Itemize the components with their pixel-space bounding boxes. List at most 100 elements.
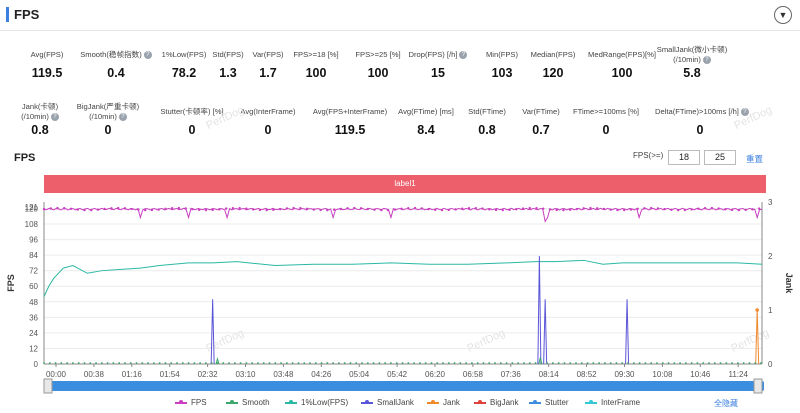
legend-item-smooth[interactable]: Smooth bbox=[226, 398, 270, 407]
metric-metrics_row1-10: MedRange(FPS)[%] 100 bbox=[577, 50, 667, 80]
legend-item-smalljank[interactable]: SmallJank bbox=[361, 398, 414, 407]
baseline-point bbox=[719, 362, 722, 364]
threshold-label: FPS(>=) bbox=[633, 151, 664, 160]
metric-value: 0 bbox=[188, 123, 196, 137]
legend-item-stutter[interactable]: Stutter bbox=[529, 398, 569, 407]
metric-label: Drop(FPS) [/h]? bbox=[393, 50, 483, 60]
fps-point bbox=[548, 208, 552, 211]
x-tick-label: 09:30 bbox=[614, 370, 635, 379]
fps-point bbox=[697, 207, 700, 210]
metric-label-text: Smooth(稳帧指数) bbox=[80, 50, 142, 59]
baseline-point bbox=[77, 362, 80, 364]
metric-metrics_row2-2: Stutter(卡顿率) [%] 0 bbox=[147, 107, 237, 137]
metric-metrics_row1-5: FPS>=18 [%] 100 bbox=[271, 50, 361, 80]
baseline-point bbox=[390, 362, 392, 364]
fps-point bbox=[292, 206, 295, 210]
fps-point bbox=[670, 208, 673, 211]
fps-point bbox=[312, 208, 316, 211]
metric-metrics_row2-8: FTime>=100ms [%] 0 bbox=[561, 107, 651, 137]
baseline-point bbox=[430, 362, 433, 364]
metric-label: Jank(卡顿) (/10min)? bbox=[0, 102, 85, 122]
fps-point bbox=[332, 208, 336, 211]
fps-point bbox=[751, 208, 754, 211]
baseline-point bbox=[135, 362, 138, 364]
x-tick-label: 07:36 bbox=[501, 370, 522, 379]
legend-label: FPS bbox=[191, 398, 207, 407]
baseline-point bbox=[690, 362, 693, 364]
metric-value: 5.8 bbox=[683, 66, 701, 80]
metric-metrics_row2-1: BigJank(严重卡顿) (/10min)? 0 bbox=[63, 102, 153, 137]
help-icon[interactable]: ? bbox=[143, 51, 152, 59]
baseline-point bbox=[471, 362, 473, 364]
label-bar[interactable]: label1 bbox=[44, 175, 766, 193]
baseline-point bbox=[251, 362, 254, 364]
x-tick-label: 08:52 bbox=[577, 370, 598, 379]
fps-point bbox=[63, 207, 66, 210]
baseline-point bbox=[551, 362, 554, 364]
baseline-point bbox=[303, 362, 306, 364]
y2-tick-label: 0 bbox=[768, 360, 773, 369]
baseline-point bbox=[540, 362, 543, 364]
metric-value: 100 bbox=[611, 66, 633, 80]
fps-point bbox=[562, 208, 565, 212]
baseline-point bbox=[511, 362, 514, 364]
baseline-point bbox=[494, 362, 496, 364]
legend-item-interframe[interactable]: InterFrame bbox=[585, 398, 640, 407]
help-icon[interactable]: ? bbox=[702, 56, 711, 64]
help-icon[interactable]: ? bbox=[118, 113, 127, 121]
metric-label-unit: (/10min) bbox=[89, 112, 117, 121]
baseline-point bbox=[106, 362, 109, 364]
fps-point bbox=[676, 208, 680, 212]
fps-point bbox=[757, 207, 761, 210]
fps-point bbox=[123, 207, 127, 210]
baseline-point bbox=[534, 362, 537, 364]
metric-value: 119.5 bbox=[31, 66, 63, 80]
x-tick-label: 03:48 bbox=[273, 370, 294, 379]
threshold-input-1[interactable]: 18 bbox=[668, 150, 700, 165]
baseline-point bbox=[384, 362, 387, 364]
metric-value: 0 bbox=[104, 123, 112, 137]
baseline-point bbox=[262, 362, 265, 364]
hide-all-link[interactable]: 全隐藏 bbox=[714, 399, 738, 408]
fps-point bbox=[515, 208, 518, 211]
y-tick-label: 60 bbox=[29, 282, 38, 291]
y-tick-label: 84 bbox=[29, 251, 38, 260]
baseline-point bbox=[395, 362, 398, 364]
x-tick-label: 02:32 bbox=[198, 370, 219, 379]
help-icon[interactable]: ? bbox=[740, 108, 749, 116]
fps-point bbox=[622, 208, 626, 212]
fps-point bbox=[501, 208, 504, 212]
baseline-point bbox=[199, 362, 202, 364]
fps-point bbox=[305, 207, 309, 211]
fps-point bbox=[258, 208, 262, 212]
help-icon[interactable]: ? bbox=[50, 113, 59, 121]
baseline-point bbox=[742, 362, 745, 364]
baseline-point bbox=[679, 362, 681, 364]
header-accent-bar bbox=[6, 7, 9, 22]
legend-swatch-icon bbox=[361, 399, 373, 404]
reset-button[interactable]: 重置 bbox=[746, 154, 764, 164]
fps-point bbox=[535, 207, 538, 210]
baseline-point bbox=[696, 362, 699, 364]
metric-value: 0 bbox=[264, 123, 272, 137]
baseline-point bbox=[708, 362, 710, 364]
chevron-down-icon[interactable]: ▼ bbox=[774, 6, 792, 24]
fps-point bbox=[717, 207, 720, 210]
fps-point bbox=[157, 208, 160, 211]
fps-point bbox=[542, 207, 545, 210]
x-tick-label: 10:08 bbox=[652, 370, 673, 379]
legend-item-1-low-fps-[interactable]: 1%Low(FPS) bbox=[285, 398, 348, 407]
legend-item-jank[interactable]: Jank bbox=[427, 398, 460, 407]
metric-label-text: Std(FTime) bbox=[468, 107, 506, 116]
baseline-point bbox=[54, 362, 57, 364]
legend-item-bigjank[interactable]: BigJank bbox=[474, 398, 518, 407]
baseline-point bbox=[401, 362, 404, 364]
baseline-point bbox=[580, 362, 583, 364]
fps-point bbox=[69, 207, 73, 211]
fps-point bbox=[83, 208, 86, 212]
help-icon[interactable]: ? bbox=[459, 51, 468, 59]
legend-item-fps[interactable]: FPS bbox=[175, 398, 207, 407]
baseline-point bbox=[205, 362, 207, 364]
fps-point bbox=[609, 208, 612, 211]
threshold-input-2[interactable]: 25 bbox=[704, 150, 736, 165]
